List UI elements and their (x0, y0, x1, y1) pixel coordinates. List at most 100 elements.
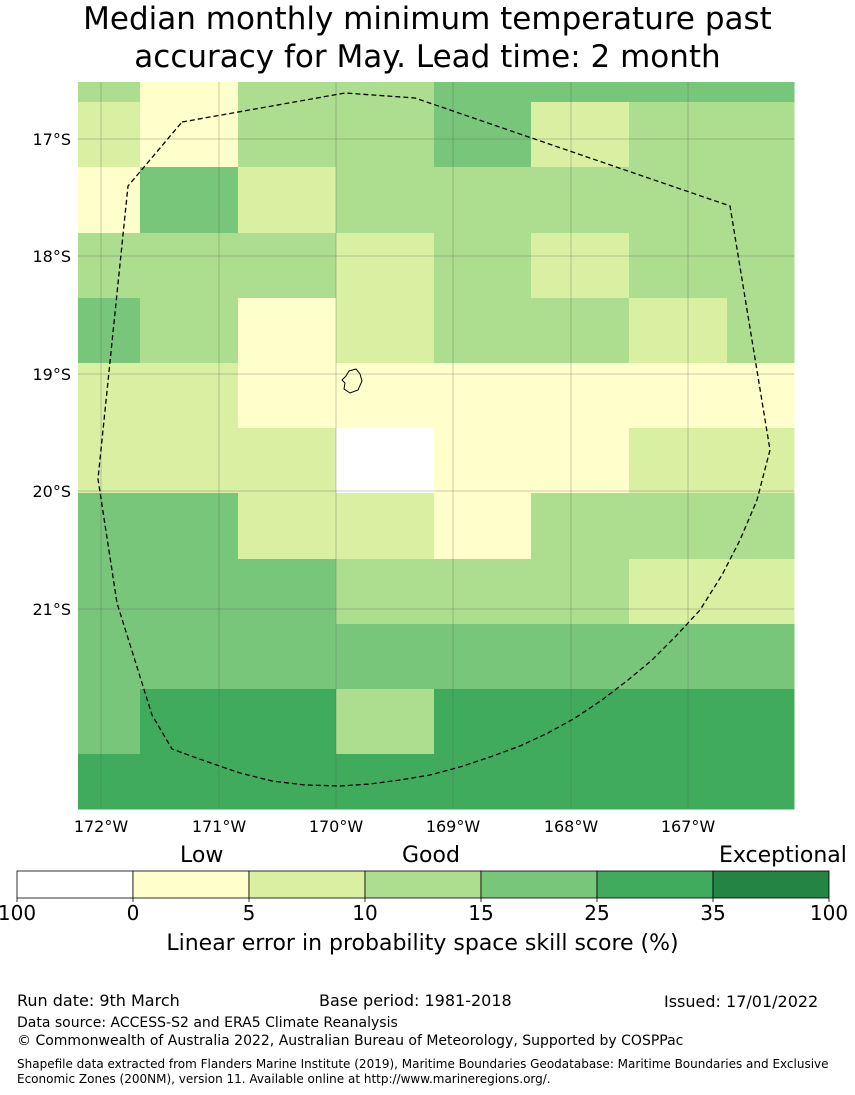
grid-cell (78, 689, 141, 755)
grid-cell (238, 298, 337, 364)
grid-cell (629, 493, 795, 560)
longitude-label: 168°W (544, 817, 599, 836)
grid-cell (434, 493, 532, 560)
latitude-labels: 17°S 18°S 19°S 20°S 21°S (32, 130, 71, 619)
grid-cell (629, 167, 795, 234)
grid-cell (434, 233, 532, 299)
longitude-label: 172°W (74, 817, 129, 836)
grid-cell (140, 363, 239, 429)
grid-cell (336, 754, 435, 810)
grid-cell (629, 363, 795, 429)
latitude-label: 21°S (32, 600, 71, 619)
grid-cell (140, 82, 239, 103)
grid-cell (727, 298, 795, 364)
grid-cell (434, 624, 532, 690)
longitude-label: 171°W (192, 817, 247, 836)
graticule (78, 82, 794, 809)
grid-cell (140, 428, 239, 494)
grid-cell (238, 82, 337, 103)
run-date: Run date: 9th March (17, 991, 180, 1010)
grid-cell (78, 428, 141, 494)
grid-cell (629, 82, 795, 103)
colorbar-segment (16, 870, 134, 899)
grid-cell (531, 559, 630, 625)
grid-cell (78, 102, 141, 168)
grid-cell (78, 493, 141, 560)
grid-cell (336, 493, 435, 560)
grid-cell (238, 493, 337, 560)
grid-cell (531, 102, 630, 168)
grid-cell (336, 298, 435, 364)
grid-cell (140, 493, 239, 560)
grid-cell (238, 233, 337, 299)
base-period: Base period: 1981-2018 (319, 991, 512, 1010)
longitude-labels: 172°W 171°W 170°W 169°W 168°W 167°W (74, 817, 716, 836)
colorbar-tick-label: 10 (352, 901, 377, 925)
colorbar-segment (480, 870, 598, 899)
issued-date: Issued: 17/01/2022 (664, 992, 819, 1011)
longitude-label: 170°W (309, 817, 364, 836)
grid-cell (434, 754, 532, 810)
grid-cell (140, 689, 239, 755)
grid-cell (78, 298, 141, 364)
colorbar-ticks: 100 0 5 10 15 25 35 100 (0, 898, 848, 925)
grid-cell (629, 624, 795, 690)
grid-cell (531, 689, 630, 755)
copyright: © Commonwealth of Australia 2022, Austra… (17, 1033, 684, 1049)
data-source: Data source: ACCESS-S2 and ERA5 Climate … (17, 1015, 398, 1031)
grid-cell (238, 559, 337, 625)
eez-boundary (97, 92, 771, 787)
grid-cell (238, 363, 337, 429)
colorbar-tick-label: 25 (584, 901, 609, 925)
grid-cell (140, 559, 239, 625)
grid-cell (629, 233, 795, 299)
grid-cell (531, 428, 630, 494)
grid-cell (336, 233, 435, 299)
colorbar-category-low: Low (180, 843, 224, 868)
latitude-label: 18°S (32, 247, 71, 266)
grid-cell (238, 689, 337, 755)
latitude-label: 19°S (32, 365, 71, 384)
grid-cell (434, 167, 532, 234)
colorbar-category-good: Good (402, 843, 460, 868)
grid-cell (531, 493, 630, 560)
longitude-label: 167°W (661, 817, 716, 836)
grid-cell (336, 559, 435, 625)
grid-cell (238, 102, 337, 168)
colorbar-segment (132, 870, 250, 899)
grid-cell (336, 167, 435, 234)
grid-cell (140, 754, 239, 810)
grid-cell (434, 102, 532, 168)
grid-cell (629, 754, 795, 810)
colorbar-tick-label: 15 (468, 901, 493, 925)
colorbar-segment (712, 870, 830, 899)
grid-cell (336, 82, 435, 103)
grid-cell (336, 428, 435, 494)
grid-cell (336, 363, 435, 429)
grid-cell (140, 624, 239, 690)
grid-cell (238, 428, 337, 494)
colorbar-segment (364, 870, 482, 899)
grid-cell (78, 624, 141, 690)
longitude-label: 169°W (426, 817, 481, 836)
shapefile-credit: Shapefile data extracted from Flanders M… (17, 1057, 829, 1086)
grid-cell (531, 82, 630, 103)
grid-cell (140, 233, 239, 299)
grid-cell (629, 428, 795, 494)
colorbar-tick-label: 100 (0, 901, 36, 925)
grid-cell (238, 167, 337, 234)
colorbar-tick-label: 5 (243, 901, 256, 925)
grid-cell (531, 363, 630, 429)
grid-cell (78, 363, 141, 429)
map-title-line-2: accuracy for May. Lead time: 2 month (134, 39, 721, 75)
grid-cell (78, 233, 141, 299)
grid-cell (78, 559, 141, 625)
grid-cell (434, 428, 532, 494)
colorbar-tick-label: 0 (127, 901, 140, 925)
grid-cell (531, 233, 630, 299)
grid-cell (434, 298, 532, 364)
grid-cell (531, 754, 630, 810)
colorbar-segment (596, 870, 714, 899)
colorbar-segment (248, 870, 366, 899)
